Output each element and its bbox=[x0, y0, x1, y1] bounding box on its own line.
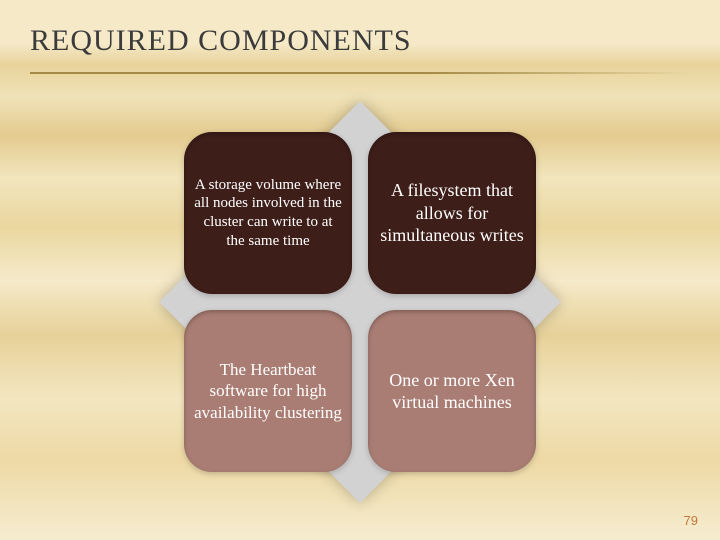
title-underline bbox=[30, 72, 690, 74]
card-top-right: A filesystem that allows for simultaneou… bbox=[368, 132, 536, 294]
page-number: 79 bbox=[684, 513, 698, 528]
card-top-left: A storage volume where all nodes involve… bbox=[184, 132, 352, 294]
diagram-stage: A storage volume where all nodes involve… bbox=[145, 112, 575, 492]
page-title: REQUIRED COMPONENTS bbox=[30, 24, 412, 58]
card-bottom-left: The Heartbeat software for high availabi… bbox=[184, 310, 352, 472]
card-bottom-right: One or more Xen virtual machines bbox=[368, 310, 536, 472]
card-grid: A storage volume where all nodes involve… bbox=[184, 132, 536, 472]
